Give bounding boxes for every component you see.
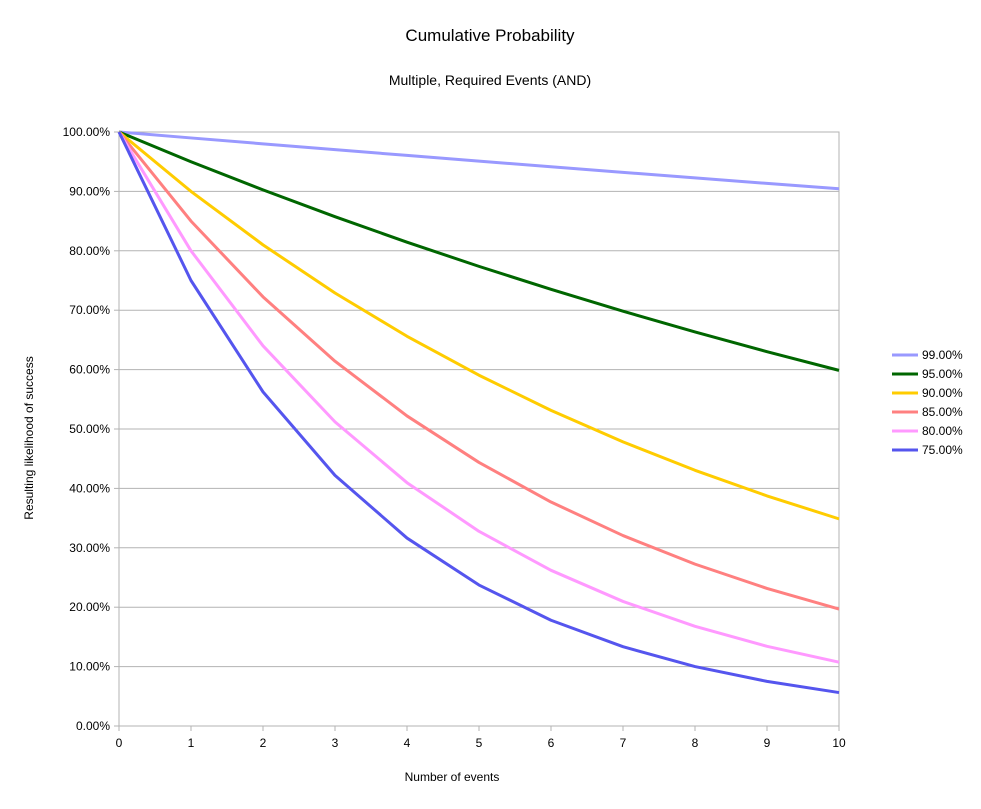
legend-label: 85.00% <box>922 405 963 419</box>
x-tick-label: 2 <box>260 736 267 750</box>
x-tick-label: 7 <box>620 736 627 750</box>
legend-label: 95.00% <box>922 367 963 381</box>
series-line <box>118 130 840 521</box>
x-tick-label: 5 <box>476 736 483 750</box>
chart-subtitle: Multiple, Required Events (AND) <box>389 72 591 88</box>
y-tick-label: 50.00% <box>69 422 110 436</box>
y-tick-label: 80.00% <box>69 244 110 258</box>
axes: 0.00% 10.00% 20.00% 30.00% 40.00% 50.00% 60.00… <box>63 125 846 750</box>
legend-label: 75.00% <box>922 443 963 457</box>
series-line <box>117 131 840 611</box>
x-tick-label: 3 <box>332 736 339 750</box>
x-tick-label: 0 <box>116 736 123 750</box>
x-tick-label: 9 <box>764 736 771 750</box>
y-tick-label: 0.00% <box>76 719 110 733</box>
series-line <box>118 130 840 372</box>
series-layer <box>117 130 840 695</box>
y-axis-label: Resulting likelihood of success <box>22 356 36 519</box>
chart-title: Cumulative Probability <box>405 26 575 45</box>
y-tick-label: 40.00% <box>69 481 110 495</box>
x-tick-label: 6 <box>548 736 555 750</box>
y-tick-label: 20.00% <box>69 600 110 614</box>
x-tick-label: 1 <box>188 736 195 750</box>
y-tick-label: 60.00% <box>69 363 110 377</box>
series-line <box>118 130 840 191</box>
y-tick-label: 70.00% <box>69 303 110 317</box>
x-tick-label: 8 <box>692 736 699 750</box>
legend-label: 80.00% <box>922 424 963 438</box>
series-line <box>117 131 840 664</box>
legend-label: 99.00% <box>922 348 963 362</box>
y-tick-label: 100.00% <box>63 125 111 139</box>
series-line <box>117 131 840 695</box>
legend: 99.00% 95.00% 90.00% 85.00% 80.00% 75.00% <box>892 348 963 457</box>
y-tick-label: 90.00% <box>69 184 110 198</box>
x-axis-label: Number of events <box>405 770 500 784</box>
legend-label: 90.00% <box>922 386 963 400</box>
x-tick-label: 10 <box>832 736 846 750</box>
y-tick-label: 10.00% <box>69 660 110 674</box>
y-tick-label: 30.00% <box>69 541 110 555</box>
x-tick-label: 4 <box>404 736 411 750</box>
